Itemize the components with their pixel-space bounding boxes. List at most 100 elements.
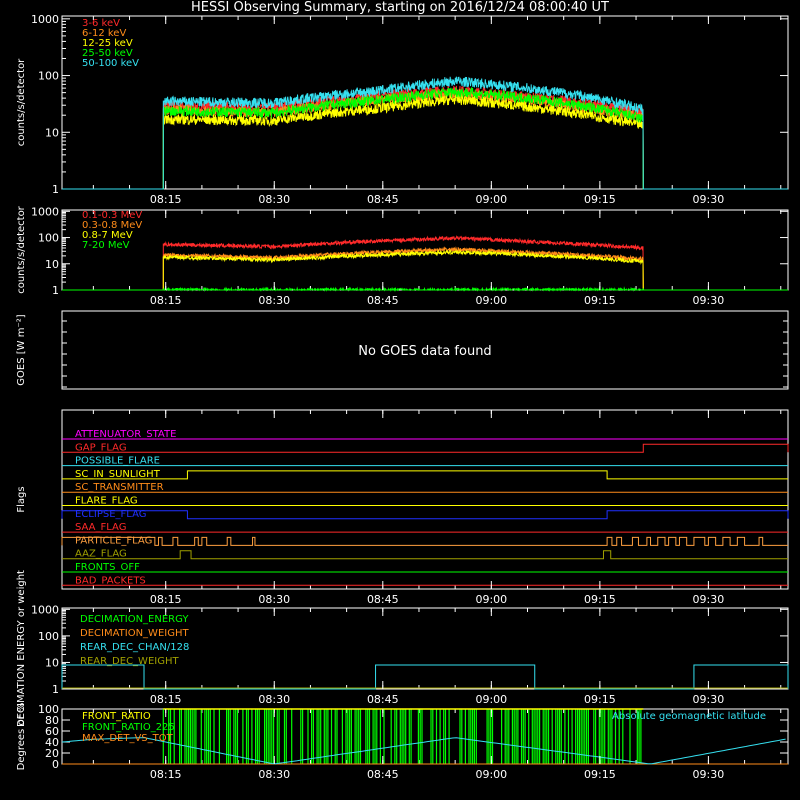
flags-xtick-label: 08:30 [258, 593, 290, 606]
gamma-legend-item: 0.1-0.3 MeV [82, 210, 142, 221]
gamma-series-line [62, 286, 788, 292]
decimation-legend-item: REAR_DEC_WEIGHT [80, 656, 179, 667]
decimation-frame [61, 607, 789, 690]
ratios-geomag-line [61, 737, 786, 765]
hxr-xtick-label: 08:45 [367, 193, 399, 206]
gamma-ytick-label: 100 [38, 232, 59, 245]
ratios-xtick-label: 09:15 [584, 768, 616, 781]
hxr-xtick-label: 08:15 [150, 193, 182, 206]
gamma-xtick-label: 08:15 [150, 294, 182, 307]
ratios-ytick-label: 80 [45, 714, 59, 727]
flag-label: ECLIPSE_FLAG [75, 509, 146, 520]
decimation-xtick-label: 09:30 [693, 693, 725, 706]
gamma-xtick-label: 08:45 [367, 294, 399, 307]
decimation-ytick-label: 1 [52, 683, 59, 696]
ratios-ylabel: Degrees or % [16, 703, 27, 771]
goes-frame [61, 310, 789, 390]
ratios-xtick-label: 08:45 [367, 768, 399, 781]
decimation-ytick-label: 100 [38, 630, 59, 643]
flag-line [61, 536, 788, 546]
flags-frame [61, 409, 789, 590]
decimation-xtick-label: 08:30 [258, 693, 290, 706]
decimation-xtick-label: 09:15 [584, 693, 616, 706]
gamma-series-line [62, 248, 788, 291]
ratios-xtick-label: 08:30 [258, 768, 290, 781]
gamma-series-line [62, 235, 788, 291]
gamma-ytick-label: 10 [45, 258, 59, 271]
decimation-xtick-label: 08:15 [150, 693, 182, 706]
gamma-xtick-label: 09:30 [693, 294, 725, 307]
ratios-ytick-label: 60 [45, 725, 59, 738]
flag-line [62, 550, 788, 560]
gamma-legend-item: 0.3-0.8 MeV [82, 220, 142, 231]
hxr-frame [61, 15, 789, 190]
ratios-ytick-label: 20 [45, 747, 59, 760]
flag-label: GAP_FLAG [75, 442, 127, 453]
hxr-xtick-label: 09:15 [584, 193, 616, 206]
flags-xtick-label: 08:15 [150, 593, 182, 606]
flags-xtick-label: 09:00 [475, 593, 507, 606]
flag-label: PARTICLE_FLAG [75, 535, 152, 546]
hxr-legend-item: 6-12 keV [82, 28, 126, 39]
hxr-series-line [62, 76, 788, 190]
hxr-series-line [62, 93, 788, 190]
hxr-ylabel: counts/s/detector [16, 58, 27, 146]
flag-label: SAA_FLAG [75, 522, 126, 533]
decimation-legend-item: DECIMATION_ENERGY [80, 614, 189, 625]
gamma-xtick-label: 08:30 [258, 294, 290, 307]
ratios-legend-item: MAX_DET_VS_TOT [82, 733, 174, 744]
ratios-ytick-label: 0 [52, 758, 59, 771]
flags-xtick-label: 09:30 [693, 593, 725, 606]
gamma-xtick-label: 09:15 [584, 294, 616, 307]
hxr-xtick-label: 08:30 [258, 193, 290, 206]
gamma-xtick-label: 09:00 [475, 294, 507, 307]
flag-label: ATTENUATOR_STATE [75, 429, 176, 440]
flag-label: FRONTS_OFF [75, 562, 140, 573]
gamma-legend-item: 7-20 MeV [82, 240, 130, 251]
hxr-ytick-label: 1 [52, 183, 59, 196]
flag-label: SC_IN_SUNLIGHT [75, 469, 161, 480]
hxr-ytick-label: 1000 [31, 13, 59, 26]
decimation-ylabel: DECIMATION ENERGY or weight [16, 570, 27, 727]
flag-label: AAZ_FLAG [75, 549, 127, 560]
ratios-ytick-label: 40 [45, 736, 59, 749]
ratios-xtick-label: 09:30 [693, 768, 725, 781]
gamma-legend-item: 0.8-7 MeV [82, 230, 133, 241]
flag-label: FLARE_FLAG [75, 496, 138, 507]
ratios-legend-item: FRONT_RATIO [82, 711, 151, 722]
flag-label: SC_TRANSMITTER [75, 482, 164, 493]
goes-message: No GOES data found [358, 344, 491, 359]
ratios-legend-item: Absolute geomagnetic latitude [612, 711, 766, 722]
hxr-ytick-label: 10 [45, 126, 59, 139]
decimation-legend-item: DECIMATION_WEIGHT [80, 628, 189, 639]
decimation-xtick-label: 09:00 [475, 693, 507, 706]
flag-label: POSSIBLE_FLARE [75, 456, 160, 467]
flag-line [62, 443, 789, 453]
hxr-legend-item: 12-25 keV [82, 38, 133, 49]
flag-line [61, 510, 789, 520]
hxr-series-line [62, 86, 788, 190]
flags-xtick-label: 08:45 [367, 593, 399, 606]
ratios-front-ratio-225-line [162, 709, 642, 764]
hxr-xtick-label: 09:00 [475, 193, 507, 206]
flags-ylabel: Flags [16, 486, 27, 512]
ratios-legend-item: FRONT_RATIO_225 [82, 722, 175, 733]
decimation-ytick-label: 1000 [31, 603, 59, 616]
decimation-xtick-label: 08:45 [367, 693, 399, 706]
gamma-ytick-label: 1 [52, 284, 59, 297]
gamma-ytick-label: 1000 [31, 205, 59, 218]
flags-xtick-label: 09:15 [584, 593, 616, 606]
hxr-legend-item: 25-50 keV [82, 48, 133, 59]
hxr-xtick-label: 09:30 [693, 193, 725, 206]
flag-line [62, 470, 788, 480]
decimation-legend-item: REAR_DEC_CHAN/128 [80, 642, 189, 653]
decimation-ytick-label: 10 [45, 656, 59, 669]
chart-title: HESSI Observing Summary, starting on 201… [191, 0, 609, 15]
ratios-xtick-label: 08:15 [150, 768, 182, 781]
goes-ylabel: GOES [W m⁻²] [16, 314, 27, 385]
ratios-xtick-label: 09:00 [475, 768, 507, 781]
flag-label: BAD_PACKETS [75, 575, 146, 586]
gamma-ylabel: counts/s/detector [16, 205, 27, 293]
hxr-legend-item: 50-100 keV [82, 58, 139, 69]
